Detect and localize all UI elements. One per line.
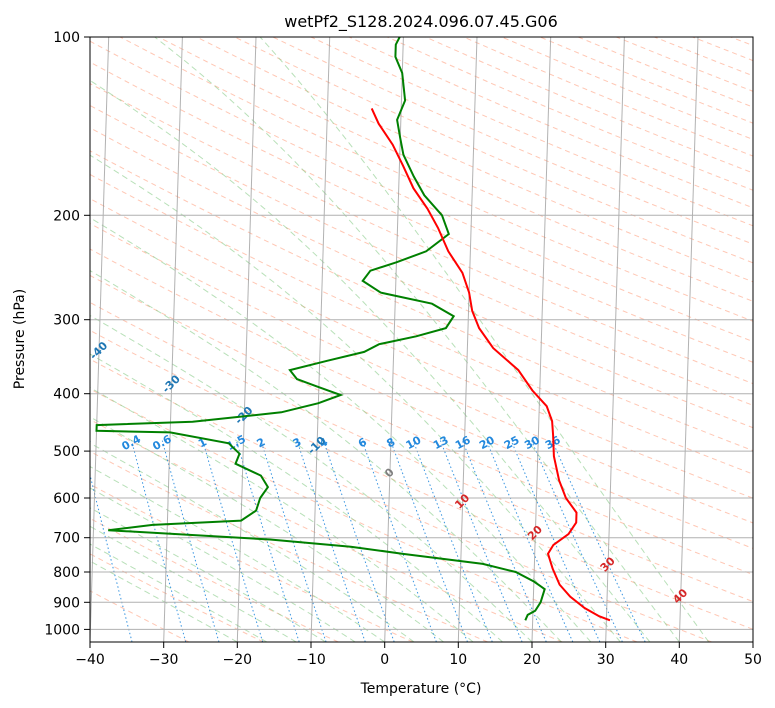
- x-tick-label: 30: [597, 652, 615, 668]
- moist-adiabat-line: [90, 560, 238, 642]
- dry-adiabat-line: [90, 553, 264, 642]
- mixing-ratio-line: [461, 440, 547, 642]
- y-tick-label: 200: [53, 208, 80, 224]
- dry-adiabat-line: [90, 104, 753, 406]
- x-tick-label: −20: [223, 652, 253, 668]
- isotherms: [90, 37, 753, 642]
- x-tick-label: 40: [670, 652, 688, 668]
- mixing-ratio-line: [439, 440, 523, 642]
- mixing-ratio-label: 10: [404, 433, 424, 452]
- mixing-ratio-line: [361, 440, 437, 642]
- mixing-ratio-label: 30: [522, 433, 542, 452]
- moist-adiabat-line: [90, 314, 533, 642]
- y-tick-label: 300: [53, 313, 80, 329]
- dewpoint-profile-line: [95, 37, 546, 621]
- moist-adiabat-line: [90, 487, 356, 642]
- moist-adiabat-line: [259, 37, 710, 642]
- isotherm-line: [163, 37, 183, 642]
- x-axis-label: Temperature (°C): [360, 681, 482, 697]
- moist-adiabat-line: [90, 507, 326, 642]
- mixing-ratio-label: 0.2: [70, 432, 93, 453]
- moist-adiabat-line: [90, 353, 503, 642]
- mixing-ratio-label: 16: [453, 433, 473, 452]
- y-axis-ticks: 100 200 300 400 500 600 700 800 900 1000: [44, 30, 90, 638]
- mixing-ratio-lines: [90, 440, 646, 642]
- dry-adiabat-line: [90, 173, 753, 475]
- y-tick-label: 100: [53, 30, 80, 46]
- isotherm-line: [236, 37, 257, 642]
- plot-frame: [89, 36, 754, 643]
- mixing-ratio-label: 13: [431, 433, 451, 452]
- moist-adiabat-line: [90, 270, 562, 642]
- y-axis-label: Pressure (hPa): [12, 289, 28, 389]
- dry-adiabat-line: [90, 61, 753, 363]
- dry-adiabat-line: [90, 388, 638, 642]
- isotherm-line: [310, 37, 331, 642]
- moist-adiabat-line: [90, 154, 621, 642]
- isobar-gridlines: [90, 37, 753, 630]
- y-tick-label: 400: [53, 387, 80, 403]
- isotherm-line: [531, 37, 552, 642]
- mixing-ratio-line: [161, 440, 220, 642]
- dry-adiabat-line: [90, 301, 753, 603]
- x-axis-ticks: −40 −30 −20 −10 0 10 20 30 40 50: [75, 642, 762, 668]
- chart-title: wetPf2_S128.2024.096.07.45.G06: [284, 12, 558, 32]
- isotherm-line: [457, 37, 478, 642]
- dry-adiabat-line: [90, 329, 753, 630]
- x-tick-label: 0: [380, 652, 389, 668]
- y-tick-label: 600: [53, 491, 80, 507]
- y-tick-label: 1000: [44, 622, 80, 638]
- x-tick-label: 10: [449, 652, 467, 668]
- mixing-ratio-line: [202, 440, 264, 642]
- x-tick-label: −40: [75, 652, 105, 668]
- isotherm-line: [678, 37, 699, 642]
- y-tick-label: 800: [53, 565, 80, 581]
- moist-adiabat-line: [90, 217, 592, 642]
- dry-adiabat-line: [90, 198, 753, 499]
- moist-adiabat-line: [90, 543, 268, 642]
- isotherm-line: [90, 37, 110, 642]
- dry-adiabat-line: [90, 590, 190, 642]
- dry-adiabat-line: [90, 358, 712, 642]
- isotherm-line: [605, 37, 625, 642]
- mixing-ratio-line: [131, 440, 187, 642]
- y-tick-label: 700: [53, 531, 80, 547]
- moist-adiabat-line: [90, 387, 474, 642]
- y-tick-label: 500: [53, 444, 80, 460]
- dry-adiabat-line: [90, 222, 753, 524]
- mixing-ratio-label: 25: [502, 433, 522, 452]
- mixing-ratio-line: [90, 472, 133, 642]
- plot-area: 0.10.20.40.611.52346810131620253036-100-…: [70, 37, 753, 642]
- dry-adiabat-line: [119, 37, 753, 322]
- temperature-profile-line: [370, 107, 611, 622]
- mixing-ratio-line: [486, 440, 574, 642]
- x-tick-label: −30: [149, 652, 179, 668]
- moist-adiabat-line: [90, 525, 297, 642]
- mixing-ratio-line: [323, 440, 395, 642]
- dry-adiabat-line: [90, 450, 488, 642]
- mixing-ratio-label: 20: [477, 433, 497, 452]
- moist-adiabat-line: [90, 79, 651, 642]
- dry-adiabat-line: [90, 127, 753, 429]
- x-tick-label: 20: [523, 652, 541, 668]
- y-tick-label: 900: [53, 595, 80, 611]
- x-tick-label: −10: [296, 652, 326, 668]
- x-tick-label: 50: [744, 652, 762, 668]
